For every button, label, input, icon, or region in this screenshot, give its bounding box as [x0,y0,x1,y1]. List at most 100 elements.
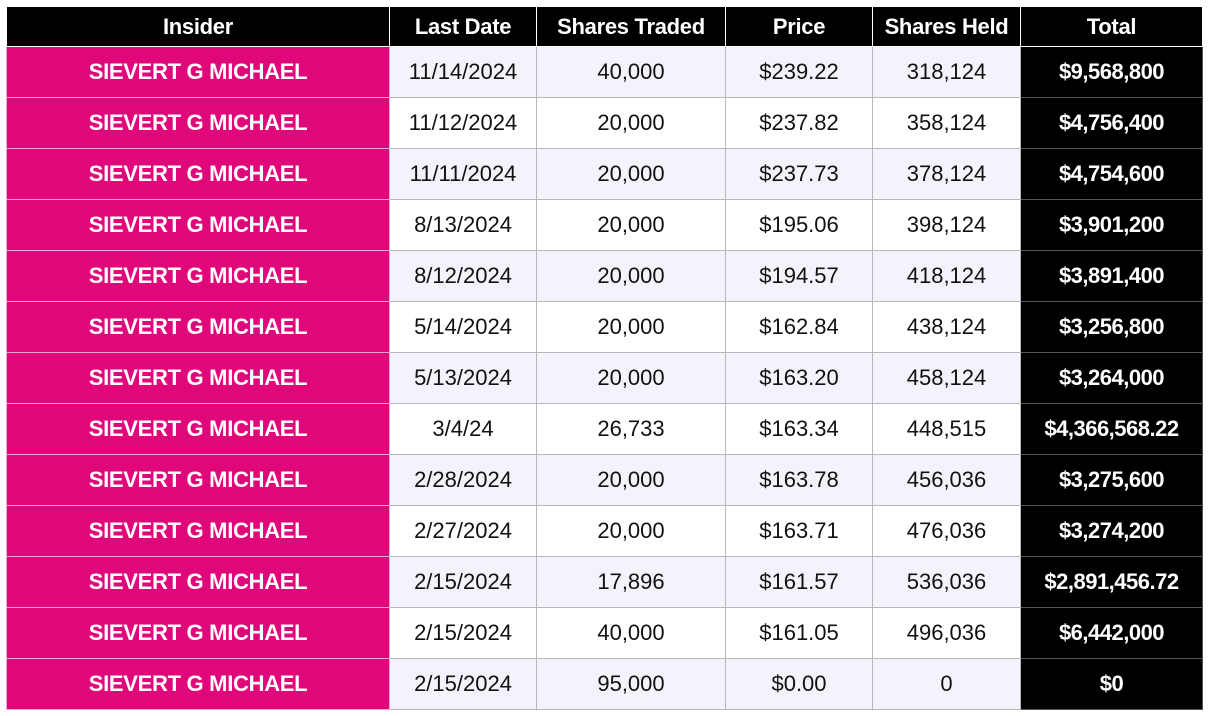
header-last-date: Last Date [389,6,537,47]
price-cell: $163.71 [725,505,873,557]
insider-cell: SIEVERT G MICHAEL [6,454,390,506]
insider-cell: SIEVERT G MICHAEL [6,556,390,608]
table-row: SIEVERT G MICHAEL 8/12/2024 20,000 $194.57 4… [6,250,1203,302]
price-cell: $237.73 [725,148,873,200]
insider-cell: SIEVERT G MICHAEL [6,505,390,557]
price-cell: $195.06 [725,199,873,251]
shares-traded-cell: 20,000 [536,301,726,353]
last-date-cell: 2/28/2024 [389,454,537,506]
table-row: SIEVERT G MICHAEL 2/28/2024 20,000 $163.78 4… [6,454,1203,506]
insider-cell: SIEVERT G MICHAEL [6,301,390,353]
price-cell: $237.82 [725,97,873,149]
table-row: SIEVERT G MICHAEL 8/13/2024 20,000 $195.06 3… [6,199,1203,251]
table-row: SIEVERT G MICHAEL 11/14/2024 40,000 $239.22… [6,46,1203,98]
insider-cell: SIEVERT G MICHAEL [6,403,390,455]
last-date-cell: 2/15/2024 [389,607,537,659]
insider-cell: SIEVERT G MICHAEL [6,46,390,98]
last-date-cell: 5/14/2024 [389,301,537,353]
shares-held-cell: 448,515 [872,403,1021,455]
header-shares-held: Shares Held [872,6,1021,47]
shares-traded-cell: 95,000 [536,658,726,710]
shares-traded-cell: 26,733 [536,403,726,455]
total-cell: $3,891,400 [1020,250,1203,302]
total-cell: $3,901,200 [1020,199,1203,251]
total-cell: $4,366,568.22 [1020,403,1203,455]
shares-held-cell: 456,036 [872,454,1021,506]
table-row: SIEVERT G MICHAEL 2/15/2024 95,000 $0.00 0 $0 [6,658,1203,710]
last-date-cell: 8/12/2024 [389,250,537,302]
table-row: SIEVERT G MICHAEL 11/11/2024 20,000 $237.73… [6,148,1203,200]
price-cell: $161.57 [725,556,873,608]
shares-traded-cell: 40,000 [536,607,726,659]
insider-cell: SIEVERT G MICHAEL [6,148,390,200]
last-date-cell: 2/15/2024 [389,658,537,710]
insider-trades-table-container: Insider Last Date Shares Traded Price Sh… [6,6,1203,710]
last-date-cell: 11/14/2024 [389,46,537,98]
header-shares-traded: Shares Traded [536,6,726,47]
total-cell: $9,568,800 [1020,46,1203,98]
shares-held-cell: 476,036 [872,505,1021,557]
total-cell: $0 [1020,658,1203,710]
shares-traded-cell: 20,000 [536,148,726,200]
last-date-cell: 8/13/2024 [389,199,537,251]
insider-cell: SIEVERT G MICHAEL [6,97,390,149]
insider-trades-table: Insider Last Date Shares Traded Price Sh… [6,6,1203,710]
header-price: Price [725,6,873,47]
price-cell: $0.00 [725,658,873,710]
price-cell: $162.84 [725,301,873,353]
shares-held-cell: 496,036 [872,607,1021,659]
shares-held-cell: 418,124 [872,250,1021,302]
shares-traded-cell: 20,000 [536,250,726,302]
shares-traded-cell: 40,000 [536,46,726,98]
insider-cell: SIEVERT G MICHAEL [6,607,390,659]
shares-held-cell: 0 [872,658,1021,710]
shares-held-cell: 398,124 [872,199,1021,251]
total-cell: $6,442,000 [1020,607,1203,659]
total-cell: $3,275,600 [1020,454,1203,506]
total-cell: $4,754,600 [1020,148,1203,200]
total-cell: $3,274,200 [1020,505,1203,557]
last-date-cell: 2/27/2024 [389,505,537,557]
price-cell: $161.05 [725,607,873,659]
insider-cell: SIEVERT G MICHAEL [6,658,390,710]
last-date-cell: 2/15/2024 [389,556,537,608]
total-cell: $4,756,400 [1020,97,1203,149]
shares-traded-cell: 17,896 [536,556,726,608]
last-date-cell: 5/13/2024 [389,352,537,404]
shares-traded-cell: 20,000 [536,352,726,404]
insider-cell: SIEVERT G MICHAEL [6,352,390,404]
shares-traded-cell: 20,000 [536,454,726,506]
table-row: SIEVERT G MICHAEL 2/15/2024 17,896 $161.57 5… [6,556,1203,608]
last-date-cell: 11/12/2024 [389,97,537,149]
price-cell: $239.22 [725,46,873,98]
header-total: Total [1020,6,1203,47]
last-date-cell: 11/11/2024 [389,148,537,200]
total-cell: $3,264,000 [1020,352,1203,404]
total-cell: $2,891,456.72 [1020,556,1203,608]
header-row: Insider Last Date Shares Traded Price Sh… [6,6,1203,47]
shares-held-cell: 458,124 [872,352,1021,404]
shares-traded-cell: 20,000 [536,505,726,557]
shares-held-cell: 358,124 [872,97,1021,149]
table-row: SIEVERT G MICHAEL 3/4/24 26,733 $163.34 448,… [6,403,1203,455]
table-row: SIEVERT G MICHAEL 2/27/2024 20,000 $163.71 4… [6,505,1203,557]
price-cell: $163.34 [725,403,873,455]
shares-held-cell: 438,124 [872,301,1021,353]
shares-traded-cell: 20,000 [536,97,726,149]
price-cell: $163.78 [725,454,873,506]
header-insider: Insider [6,6,390,47]
table-row: SIEVERT G MICHAEL 5/14/2024 20,000 $162.84 4… [6,301,1203,353]
insider-cell: SIEVERT G MICHAEL [6,199,390,251]
shares-held-cell: 536,036 [872,556,1021,608]
total-cell: $3,256,800 [1020,301,1203,353]
table-row: SIEVERT G MICHAEL 11/12/2024 20,000 $237.82… [6,97,1203,149]
last-date-cell: 3/4/24 [389,403,537,455]
shares-held-cell: 378,124 [872,148,1021,200]
insider-cell: SIEVERT G MICHAEL [6,250,390,302]
table-body: SIEVERT G MICHAEL 11/14/2024 40,000 $239.22… [6,46,1203,710]
shares-held-cell: 318,124 [872,46,1021,98]
table-row: SIEVERT G MICHAEL 5/13/2024 20,000 $163.20 4… [6,352,1203,404]
price-cell: $163.20 [725,352,873,404]
table-row: SIEVERT G MICHAEL 2/15/2024 40,000 $161.05 4… [6,607,1203,659]
price-cell: $194.57 [725,250,873,302]
